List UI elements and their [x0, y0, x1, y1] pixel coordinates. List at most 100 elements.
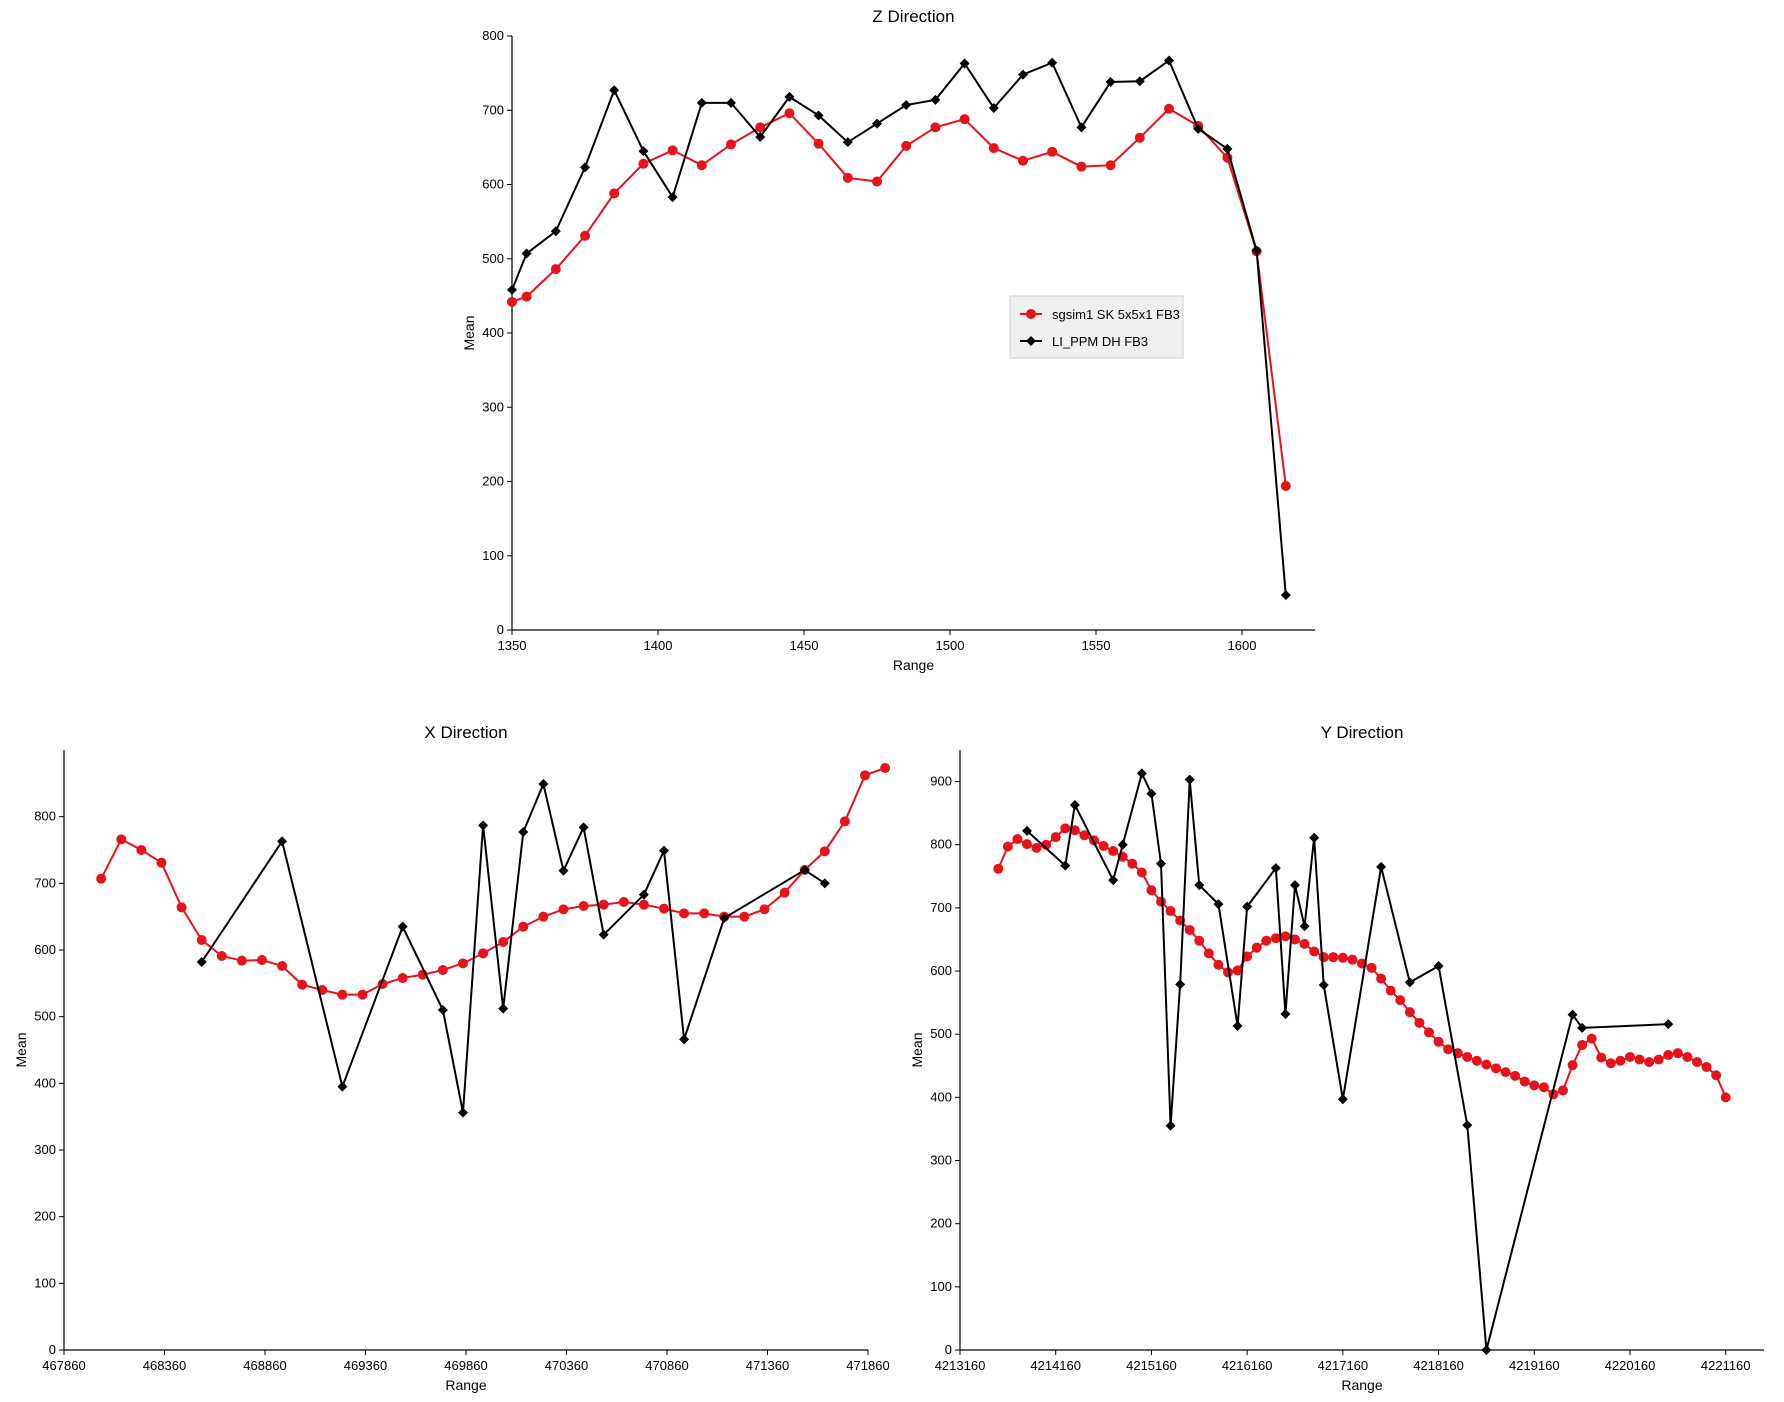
y-tick-label: 200 — [930, 1216, 952, 1231]
li-ppm-data-point — [457, 1107, 468, 1118]
y-tick-label: 400 — [930, 1089, 952, 1104]
sgsim-data-point — [116, 834, 127, 845]
sgsim-data-point — [156, 857, 167, 868]
sgsim-data-point — [1105, 160, 1116, 171]
sgsim-data-point — [1127, 858, 1138, 869]
li-ppm-data-point — [1076, 122, 1087, 133]
li-ppm-data-point — [1213, 899, 1224, 910]
legend: sgsim1 SK 5x5x1 FB3 LI_PPM DH FB3 — [1009, 295, 1184, 359]
li-ppm-data-point — [397, 921, 408, 932]
sgsim-data-point — [1538, 1082, 1549, 1093]
sgsim-data-point — [1519, 1076, 1530, 1087]
sgsim-data-point — [1290, 934, 1300, 945]
sgsim-data-point — [1047, 146, 1058, 157]
li-ppm-data-point — [1069, 799, 1080, 810]
li-ppm-data-point — [1481, 1345, 1492, 1355]
li-ppm-data-point — [988, 103, 999, 114]
sgsim-data-point — [1309, 946, 1320, 957]
y-tick-label: 800 — [930, 837, 952, 852]
sgsim-data-point — [538, 911, 549, 922]
sgsim-data-point — [1663, 1050, 1674, 1061]
y-tick-label: 0 — [945, 1342, 952, 1357]
li-ppm-data-point — [1105, 77, 1116, 88]
li-ppm-data-point — [784, 91, 795, 102]
sgsim-data-point — [1672, 1048, 1683, 1059]
li-ppm-data-point — [1165, 1120, 1176, 1131]
li-ppm-data-point — [277, 836, 288, 847]
sgsim-data-point — [1337, 952, 1348, 963]
sgsim-data-point — [839, 816, 850, 827]
y-tick-label: 700 — [482, 102, 504, 117]
x-tick-label: 1350 — [498, 638, 527, 653]
li-ppm-data-point — [1290, 880, 1300, 891]
sgsim-data-point — [1720, 1092, 1731, 1103]
sgsim-data-point — [1471, 1055, 1482, 1066]
sgsim-data-point — [550, 264, 561, 275]
sgsim-data-point — [1711, 1070, 1722, 1081]
li-ppm-data-point — [1184, 774, 1195, 785]
sgsim-data-point — [96, 873, 107, 884]
li-ppm-data-point — [580, 162, 590, 173]
li-ppm-data-point — [196, 957, 207, 967]
x-tick-label: 468360 — [143, 1358, 186, 1373]
sgsim-data-point — [1299, 938, 1310, 949]
sgsim-data-point — [618, 897, 629, 907]
li-ppm-data-point — [1280, 590, 1291, 601]
li-ppm-data-point — [1134, 76, 1145, 87]
li-ppm-data-point — [1232, 1021, 1243, 1031]
sgsim-data-point — [1625, 1051, 1635, 1062]
sgsim-data-point — [755, 122, 766, 133]
li-ppm-data-point — [813, 110, 824, 121]
sgsim-data-point — [1251, 942, 1262, 953]
sgsim-data-point — [1203, 948, 1214, 959]
x-axis-title: Range — [1341, 1377, 1382, 1393]
li-ppm-data-point — [1280, 1009, 1291, 1019]
sgsim-data-point — [1079, 830, 1090, 841]
li-ppm-data-point — [872, 118, 882, 129]
li-ppm-data-point — [1146, 788, 1157, 799]
sgsim-data-point — [1328, 952, 1339, 963]
x-tick-label: 1500 — [936, 638, 965, 653]
x-tick-label: 469360 — [344, 1358, 387, 1373]
sgsim-data-point — [779, 887, 790, 898]
x-axis-title: Range — [445, 1377, 486, 1393]
sgsim-data-point — [1050, 832, 1061, 843]
sgsim-data-point — [297, 979, 308, 990]
sgsim-data-point — [1270, 933, 1281, 944]
x-tick-label: 4215160 — [1126, 1358, 1177, 1373]
sgsim-data-point — [930, 122, 941, 133]
y-tick-label: 300 — [930, 1153, 952, 1168]
li-ppm-data-point — [1404, 977, 1415, 988]
sgsim-data-point — [1366, 962, 1377, 973]
sgsim-data-point — [819, 846, 830, 857]
sgsim-data-point — [1002, 841, 1013, 852]
sgsim-data-point — [667, 145, 678, 156]
x-tick-label: 4219160 — [1509, 1358, 1560, 1373]
x-axis-title: Range — [893, 657, 934, 673]
y-tick-label: 500 — [482, 251, 504, 266]
sgsim-data-point — [1261, 935, 1272, 946]
li-ppm-data-point — [726, 97, 736, 108]
sgsim-data-point — [176, 902, 187, 913]
y-tick-label: 300 — [34, 1142, 56, 1157]
sgsim-data-point — [1443, 1044, 1454, 1055]
y-tick-label: 300 — [482, 399, 504, 414]
x-tick-label: 1450 — [790, 638, 819, 653]
sgsim-data-point — [842, 172, 853, 183]
sgsim-data-point — [638, 899, 649, 910]
li-ppm-data-point — [901, 100, 912, 111]
sgsim-data-point — [1136, 867, 1147, 878]
sgsim-data-point — [580, 230, 590, 241]
sgsim-data-point — [1060, 823, 1071, 834]
li-ppm-data-point — [609, 85, 620, 96]
y-tick-label: 700 — [34, 875, 56, 890]
li-ppm-data-point — [521, 248, 532, 259]
sgsim-data-point — [1108, 846, 1119, 857]
li-ppm-data-point — [667, 192, 678, 203]
sgsim-data-point — [658, 903, 669, 914]
sgsim-data-point — [521, 291, 532, 302]
sgsim-data-point — [1347, 954, 1358, 965]
sgsim-data-point — [1134, 132, 1145, 143]
li-ppm-data-point — [598, 929, 609, 940]
sgsim-data-point — [1529, 1080, 1540, 1091]
